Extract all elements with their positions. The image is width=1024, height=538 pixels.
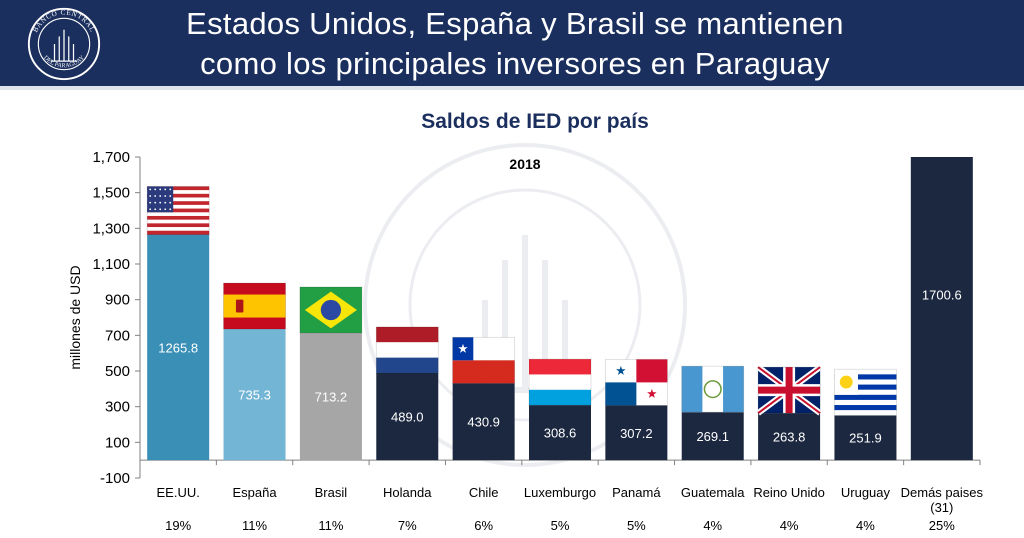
x-tick-label: Guatemala xyxy=(681,485,745,500)
panama-flag xyxy=(604,358,668,406)
chart-title: Saldos de IED por país xyxy=(421,110,649,133)
header-divider xyxy=(0,86,1024,90)
share-label: 11% xyxy=(318,518,343,533)
y-tick-label: 700 xyxy=(105,327,130,344)
x-tick-label: Holanda xyxy=(383,485,432,500)
share-label: 5% xyxy=(627,518,646,533)
x-tick-label: Reino Unido xyxy=(753,485,825,500)
y-tick-label: 900 xyxy=(105,292,130,309)
bar xyxy=(376,372,439,461)
bar xyxy=(223,329,286,461)
bar xyxy=(605,405,668,461)
x-tick-label: Luxemburgo xyxy=(524,485,596,500)
bar-value-label: 307.2 xyxy=(620,426,653,441)
chart-year-label: 2018 xyxy=(509,156,540,172)
share-label: 6% xyxy=(474,518,493,533)
share-label: 5% xyxy=(551,518,570,533)
bar-value-label: 251.9 xyxy=(849,431,882,446)
y-axis-label: millones de USD xyxy=(67,265,83,369)
share-label: 4% xyxy=(856,518,875,533)
x-tick-label: España xyxy=(232,485,277,500)
bar xyxy=(834,415,897,461)
spain-flag xyxy=(223,282,286,330)
bar-value-label: 1700.6 xyxy=(922,288,962,303)
x-tick-label: Demás paises (31) xyxy=(901,485,984,515)
bar xyxy=(147,234,210,461)
bar xyxy=(758,413,821,461)
x-tick-label: EE.UU. xyxy=(157,485,200,500)
y-tick-label: -100 xyxy=(100,470,130,487)
bar-chart: -100 100 300 500 700 900 1,100 1,300 1,500 1,700 m… xyxy=(67,149,984,533)
guatemala-flag xyxy=(681,365,745,413)
x-tick-label: Uruguay xyxy=(841,485,891,500)
bar xyxy=(529,405,591,461)
x-tick-label: Panamá xyxy=(612,485,661,500)
bar-value-label: 263.8 xyxy=(773,430,806,445)
page-title-line-1: Estados Unidos, España y Brasil se manti… xyxy=(186,6,844,41)
share-label: 11% xyxy=(242,518,267,533)
bar-value-label: 1265.8 xyxy=(158,340,198,355)
header-bar: BANCO CENTRAL DEL PARAGUAY Estados Unido… xyxy=(0,0,1024,86)
x-tick-label: Chile xyxy=(469,485,499,500)
bar-value-label: 430.9 xyxy=(467,415,500,430)
page-title: Estados Unidos, España y Brasil se manti… xyxy=(120,4,910,84)
bar-value-label: 269.1 xyxy=(696,429,729,444)
bar-value-label: 713.2 xyxy=(315,390,348,405)
y-tick-label: 1,300 xyxy=(92,220,130,237)
united-kingdom-flag xyxy=(756,364,822,416)
y-tick-label: 500 xyxy=(105,363,130,380)
bar-value-label: 308.6 xyxy=(544,426,577,441)
y-tick-label: 100 xyxy=(105,434,130,451)
chile-flag xyxy=(452,336,516,384)
bar xyxy=(910,157,973,461)
share-label: 19% xyxy=(165,518,191,533)
bar-value-label: 735.3 xyxy=(238,388,271,403)
bar xyxy=(452,383,515,461)
share-label: 25% xyxy=(929,518,955,533)
share-label: 4% xyxy=(703,518,722,533)
bar xyxy=(299,332,362,461)
share-label: 4% xyxy=(780,518,799,533)
y-tick-label: 1,700 xyxy=(92,149,130,166)
x-tick-label: Brasil xyxy=(315,485,348,500)
brazil-flag xyxy=(299,286,363,334)
y-tick-label: 300 xyxy=(105,399,130,416)
y-tick-label: 1,100 xyxy=(92,256,130,273)
share-label: 7% xyxy=(398,518,417,533)
y-tick-label: 1,500 xyxy=(92,185,130,202)
luxembourg-flag xyxy=(528,358,592,406)
page-title-line-2: como los principales inversores en Parag… xyxy=(200,46,830,81)
netherlands-flag xyxy=(375,326,439,374)
usa-flag xyxy=(146,186,210,235)
bar xyxy=(681,412,744,461)
uruguay-flag xyxy=(834,368,897,416)
banco-central-logo: BANCO CENTRAL DEL PARAGUAY xyxy=(27,7,101,81)
bar-value-label: 489.0 xyxy=(391,410,424,425)
